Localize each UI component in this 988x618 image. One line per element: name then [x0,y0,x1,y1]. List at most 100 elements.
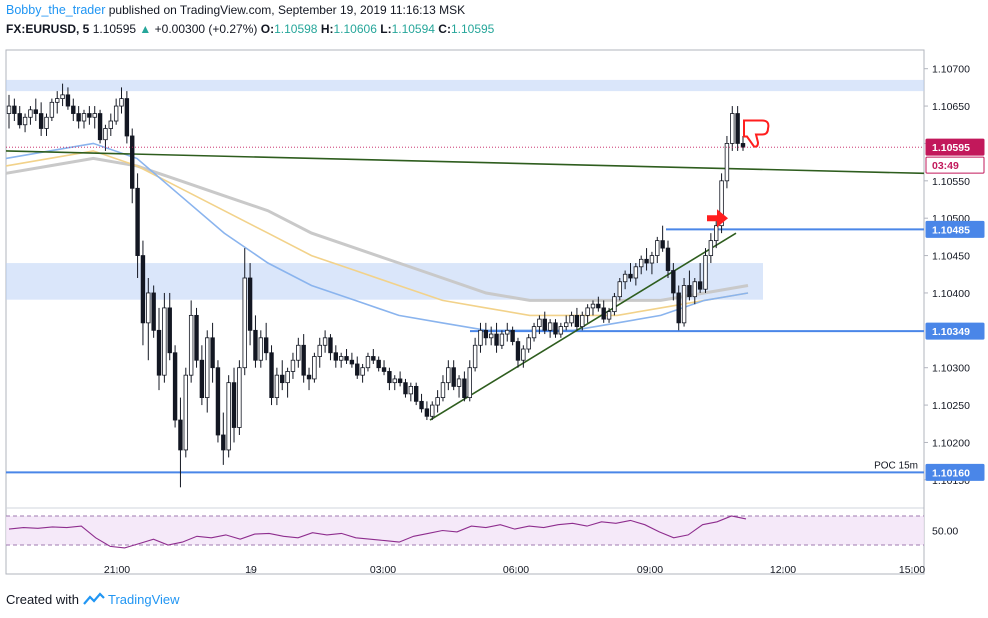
candle-body [258,337,264,361]
candle-body [263,337,269,354]
author-link[interactable]: Bobby_the_trader [6,3,106,17]
candle-body [365,356,371,369]
candle-body [681,285,687,324]
price-change: +0.00300 (+0.27%) [154,22,258,36]
footer: Created with TradingView [6,592,180,609]
candle-body [221,434,226,451]
moving-average-line [5,150,749,317]
candle-body [215,367,221,436]
candle-body [585,307,590,316]
candle-body [296,344,301,361]
candle-body [735,113,740,144]
candle-body [478,329,483,346]
symbol-name[interactable]: FX:EURUSD, 5 [6,22,90,36]
candle-body [703,255,708,290]
candle-body [676,292,681,324]
candle-body [28,109,33,118]
x-tick-label: 06:00 [503,564,529,576]
candle-body [612,296,617,313]
candle-body [194,314,199,361]
candle-body [33,109,38,114]
candle-body [467,367,472,399]
candle-body [167,307,172,354]
candle-body [87,113,92,118]
chart-canvas[interactable]: POC 15m1.107001.106501.106001.105501.105… [0,42,988,582]
level-label: POC 15m [874,460,918,471]
candle-body [494,333,499,346]
candle-body [44,116,49,129]
candle-body [312,356,317,380]
countdown-tag: 03:49 [925,156,985,174]
candle-body [606,311,612,320]
high-label: H: [320,22,334,36]
price-tag-label: 1.10485 [932,224,970,236]
candle-body [633,266,639,279]
candle-body [274,374,280,399]
candle-body [355,363,360,376]
candle-body [580,314,585,327]
rsi-band [6,516,924,545]
candle-body [205,337,210,399]
candle-body [301,344,306,376]
candle-body [130,135,135,189]
support-resistance-zone [6,79,924,92]
candle-body [644,258,649,264]
candle-body [649,255,655,264]
price-tag-box [925,463,985,481]
candle-body [333,352,339,361]
candle-body [97,113,103,141]
close-value: 1.10595 [450,22,495,36]
candle-body [242,277,247,369]
tradingview-brand[interactable]: TradingView [108,592,180,607]
candle-body [574,314,580,327]
publish-info: published on TradingView.com, September … [108,3,466,17]
candle-body [237,367,242,428]
candle-body [183,374,189,451]
candle-body [360,367,365,376]
y-tick-label: 1.10300 [932,363,970,375]
x-tick-label: 21:00 [104,564,130,576]
candle-body [55,98,60,103]
price-tag-label: 1.10349 [932,326,970,338]
y-tick-label: 1.10550 [932,176,970,188]
candle-body [285,371,290,384]
chart-header: Bobby_the_trader published on TradingVie… [0,0,988,42]
moving-average-line [5,142,749,332]
red-arrow-icon [707,209,728,228]
price-tag: 1.10485 [925,220,985,238]
candle-body [392,378,397,384]
candle-body [172,352,178,421]
candle-body [146,292,151,324]
candle-body [440,382,446,399]
candle-body [655,240,660,256]
candle-body [730,113,735,144]
x-tick-label: 12:00 [770,564,796,576]
candle-body [387,371,392,384]
candle-body [317,344,322,357]
candle-body [290,359,296,372]
candle-body [617,281,622,298]
high-value: 1.10606 [333,22,377,36]
candle-body [108,120,113,129]
candle-body [639,258,644,268]
close-label: C: [438,22,451,36]
candle-body [531,326,537,339]
candle-body [162,307,167,376]
candle-body [81,113,87,122]
candle-body [628,273,633,279]
candle-body [328,337,333,354]
candle-body [247,277,253,331]
candle-body [665,247,671,271]
candle-body [124,98,130,137]
candle-body [103,128,108,141]
symbol-line: FX:EURUSD, 5 1.10595 ▲ +0.00300 (+0.27%)… [6,22,494,36]
candle-body [253,329,258,361]
created-with-text: Created with [6,592,79,607]
candle-body [156,329,162,376]
price-tag-box [925,322,985,340]
candle-body [590,303,596,309]
candle-body [338,356,344,361]
candle-body [483,329,489,339]
rsi-line [8,515,747,549]
candle-body [306,374,312,380]
